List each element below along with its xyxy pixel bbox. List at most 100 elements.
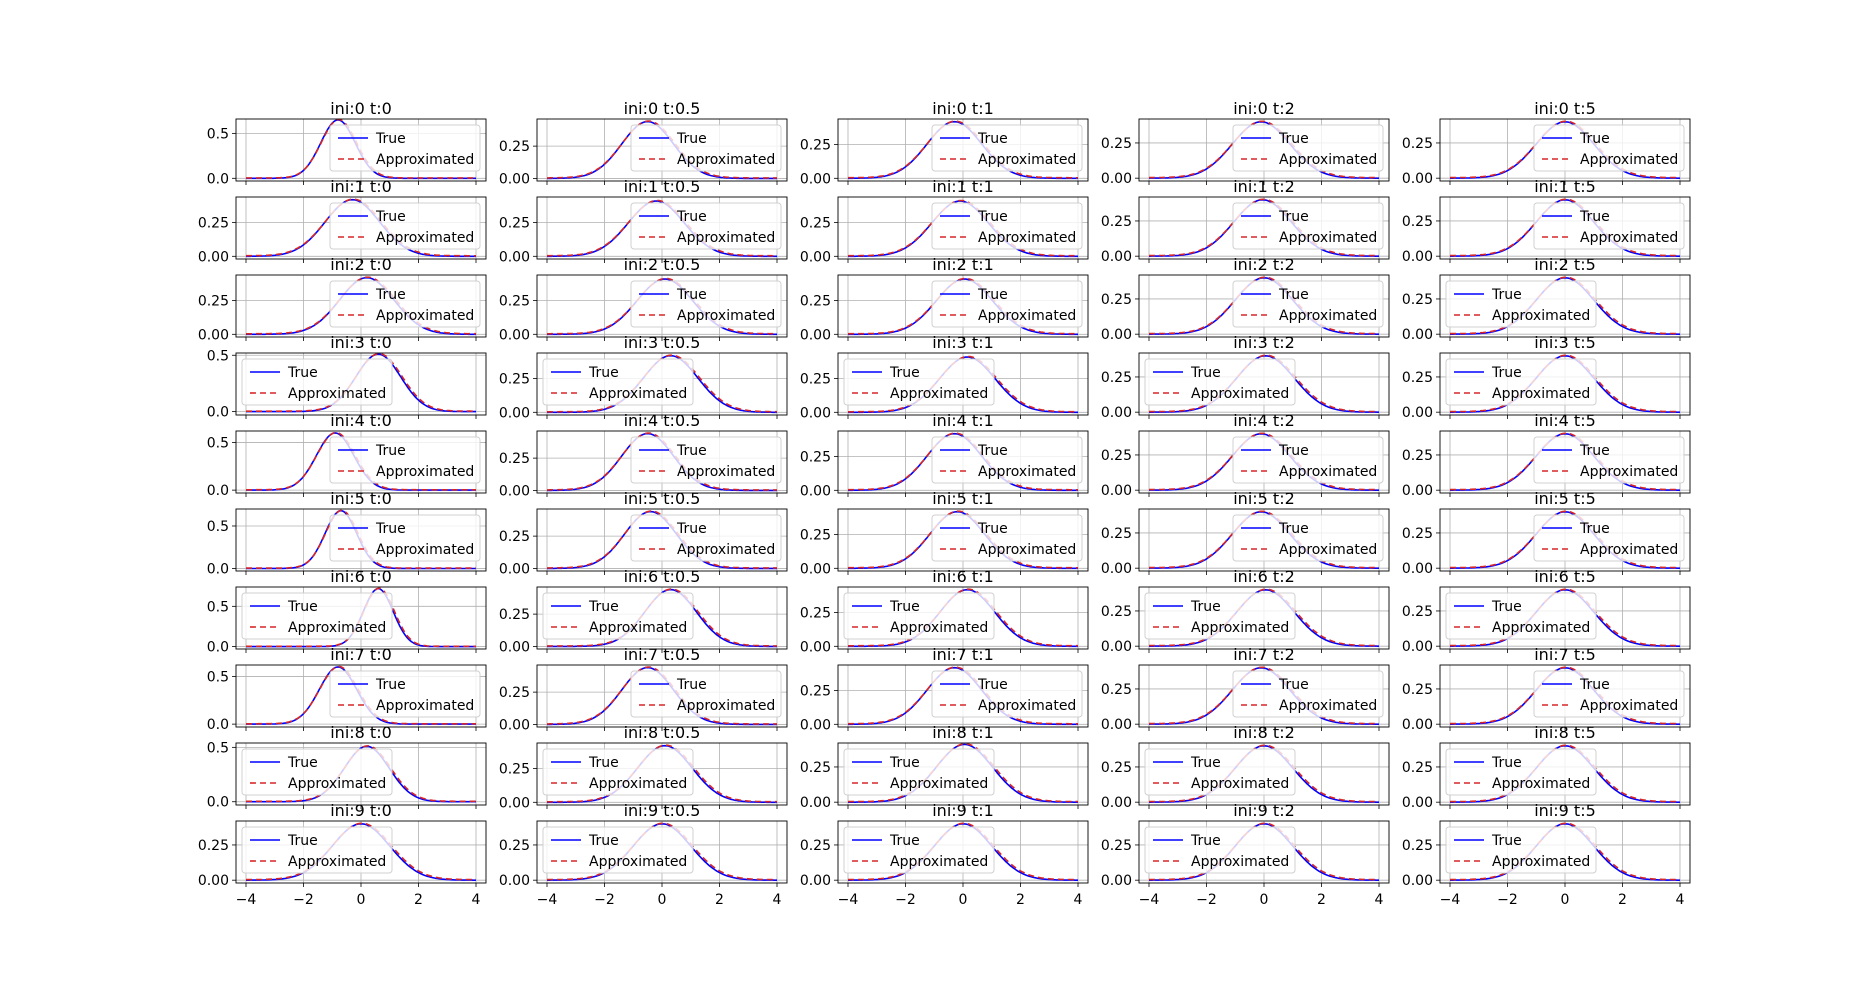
y-tick-label: 0.5: [207, 435, 229, 451]
subplot-title: ini:8 t:2: [1233, 723, 1295, 742]
legend-box: [1232, 124, 1384, 172]
subplot-5-0: 0.0 0.5 True Approximated ini:5 t:0: [207, 489, 487, 577]
y-tick-label: 0.25: [1402, 682, 1433, 698]
legend-box: [630, 124, 782, 172]
subplot-1-1: 0.00 0.25 True Approximated ini:1 t:0.5: [499, 177, 788, 265]
legend-label-approximated: Approximated: [1191, 776, 1289, 792]
series-approximated-line: [1149, 666, 1379, 725]
y-tick-label: 0.00: [800, 639, 831, 655]
legend-box: [1144, 826, 1296, 874]
legend-label-approximated: Approximated: [890, 776, 988, 792]
y-tick-label: 0.00: [499, 639, 530, 655]
legend-label-approximated: Approximated: [376, 230, 474, 246]
series-approximated-line: [1149, 276, 1379, 335]
y-tick-label: 0.00: [499, 483, 530, 499]
legend-label-approximated: Approximated: [890, 386, 988, 402]
legend-box: [329, 202, 481, 250]
legend-label-true: True: [1190, 365, 1221, 381]
legend: True Approximated: [329, 124, 481, 172]
y-tick-label: 0.00: [1402, 873, 1433, 889]
legend: True Approximated: [1232, 670, 1384, 718]
subplot-1-4: 0.00 0.25 True Approximated ini:1 t:5: [1402, 177, 1691, 265]
legend-label-true: True: [977, 287, 1008, 303]
y-tick-label: 0.0: [207, 717, 229, 733]
legend-label-approximated: Approximated: [978, 542, 1076, 558]
legend-box: [1445, 358, 1597, 406]
legend-label-approximated: Approximated: [376, 152, 474, 168]
y-tick-label: 0.25: [800, 372, 831, 388]
y-tick-label: 0.25: [800, 450, 831, 466]
legend: True Approximated: [1533, 670, 1685, 718]
subplot-4-2: 0.00 0.25 True Approximated ini:4 t:1: [800, 411, 1089, 499]
y-tick-label: 0.0: [207, 405, 229, 421]
legend: True Approximated: [843, 748, 995, 796]
y-tick-label: 0.00: [1101, 171, 1132, 187]
x-tick-label: 2: [715, 892, 724, 908]
legend-label-approximated: Approximated: [376, 542, 474, 558]
subplot-2-2: 0.00 0.25 True Approximated ini:2 t:1: [800, 255, 1089, 343]
x-tick-label: 0: [1561, 892, 1570, 908]
subplot-5-4: 0.00 0.25 True Approximated ini:5 t:5: [1402, 489, 1691, 577]
y-tick-label: 0.25: [800, 528, 831, 544]
x-tick-label: 0: [959, 892, 968, 908]
subplot-5-3: 0.00 0.25 True Approximated ini:5 t:2: [1101, 489, 1390, 577]
legend-box: [542, 592, 694, 640]
x-tick-label: 4: [1375, 892, 1384, 908]
y-tick-label: 0.25: [800, 216, 831, 232]
legend-label-true: True: [375, 521, 406, 537]
legend-label-approximated: Approximated: [1279, 542, 1377, 558]
y-tick-label: 0.25: [499, 216, 530, 232]
legend-label-approximated: Approximated: [1492, 854, 1590, 870]
legend-box: [931, 670, 1083, 718]
axes-frame: [1138, 586, 1390, 650]
subplot-8-4: 0.00 0.25 True Approximated ini:8 t:5: [1402, 723, 1691, 811]
legend-label-true: True: [977, 209, 1008, 225]
y-tick-label: 0.25: [1402, 214, 1433, 230]
subplot-6-3: 0.00 0.25 True Approximated ini:6 t:2: [1101, 567, 1390, 655]
legend-box: [329, 280, 481, 328]
axes-frame: [235, 196, 487, 260]
subplot-7-0: 0.0 0.5 True Approximated ini:7 t:0: [207, 645, 487, 733]
subplot-title: ini:4 t:0: [330, 411, 392, 430]
y-tick-label: 0.25: [1101, 838, 1132, 854]
legend-label-approximated: Approximated: [1279, 698, 1377, 714]
subplot-title: ini:4 t:2: [1233, 411, 1295, 430]
legend-label-true: True: [1579, 521, 1610, 537]
legend-label-approximated: Approximated: [288, 386, 386, 402]
axes-frame: [1439, 274, 1691, 338]
legend: True Approximated: [241, 748, 393, 796]
y-tick-label: 0.25: [1402, 136, 1433, 152]
y-tick-label: 0.25: [1101, 760, 1132, 776]
legend-label-true: True: [1579, 131, 1610, 147]
series-true-line: [848, 743, 1078, 804]
y-tick-label: 0.5: [207, 126, 229, 142]
y-tick-label: 0.00: [1101, 483, 1132, 499]
legend: True Approximated: [241, 358, 393, 406]
legend-box: [1144, 748, 1296, 796]
y-tick-label: 0.25: [1101, 214, 1132, 230]
legend-label-true: True: [889, 833, 920, 849]
y-tick-label: 0.25: [499, 685, 530, 701]
y-tick-label: 0.25: [800, 138, 831, 154]
subplot-title: ini:5 t:1: [932, 489, 994, 508]
legend-label-approximated: Approximated: [1191, 386, 1289, 402]
legend: True Approximated: [542, 358, 694, 406]
subplot-7-1: 0.00 0.25 True Approximated ini:7 t:0.5: [499, 645, 788, 733]
axes-frame: [536, 274, 788, 338]
legend-label-true: True: [889, 755, 920, 771]
subplot-title: ini:5 t:2: [1233, 489, 1295, 508]
legend-label-true: True: [889, 599, 920, 615]
legend: True Approximated: [843, 592, 995, 640]
subplot-2-0: 0.00 0.25 True Approximated ini:2 t:0: [198, 255, 487, 343]
legend-label-true: True: [676, 677, 707, 693]
y-tick-label: 0.00: [1402, 171, 1433, 187]
legend-box: [931, 280, 1083, 328]
x-tick-label: −4: [1139, 892, 1160, 908]
series-approximated-line: [1149, 120, 1379, 179]
legend-label-true: True: [287, 833, 318, 849]
legend-box: [542, 748, 694, 796]
legend: True Approximated: [329, 670, 481, 718]
subplot-title: ini:3 t:1: [932, 333, 994, 352]
legend-label-approximated: Approximated: [890, 854, 988, 870]
series-approximated-line: [547, 666, 777, 725]
